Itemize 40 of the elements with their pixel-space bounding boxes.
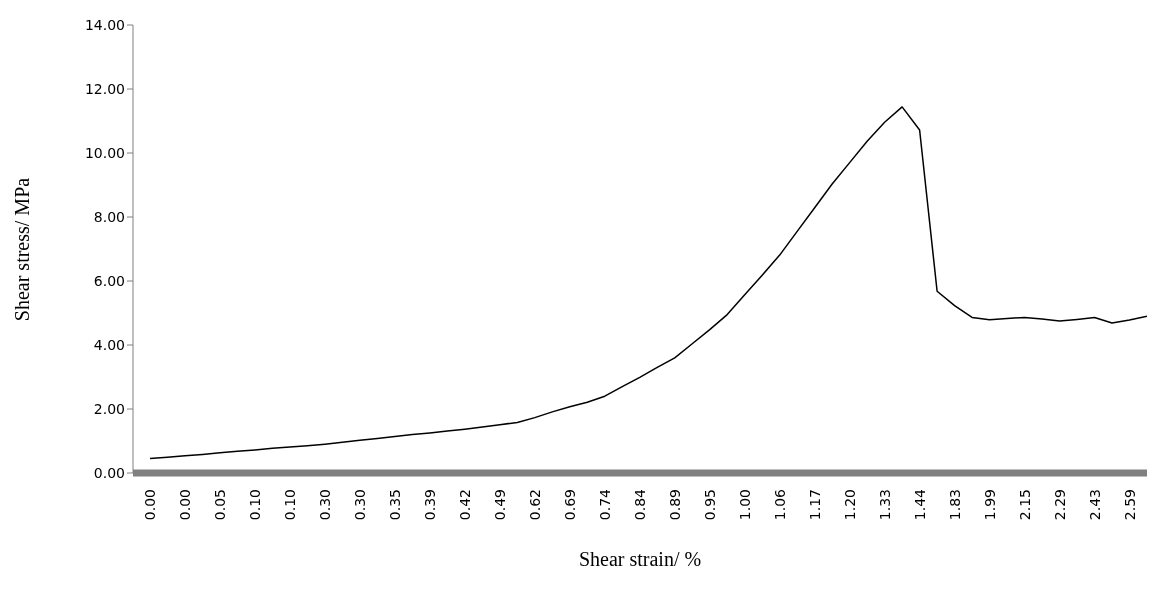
x-tick-label: 0.69 [561,489,578,521]
x-tick-label: 1.17 [806,489,823,521]
y-tick-label: 2.00 [93,400,125,417]
y-tick-label: 8.00 [93,208,125,225]
x-tick-label: 0.00 [142,489,158,521]
x-tick-label: 2.29 [1051,489,1068,521]
x-tick-label: 0.42 [456,489,473,521]
x-axis-title: Shear strain/ % [577,548,703,571]
x-tick-label: 0.74 [596,488,613,521]
y-tick-label: 6.00 [93,272,125,289]
x-tick-label: 0.05 [211,489,228,521]
x-tick-label: 0.95 [701,489,718,521]
y-axis-title: Shear stress/ MPa [11,177,35,321]
x-tick-label: 0.10 [246,489,263,521]
y-tick-label: 14.00 [84,16,125,33]
x-tick-label: 1.06 [771,488,788,521]
x-tick-label: 0.49 [491,489,508,521]
x-tick-label: 1.44 [911,488,928,521]
x-tick-label: 0.30 [351,489,368,521]
x-tick-label: 0.62 [526,489,543,521]
y-tick-label: 0.00 [93,464,125,481]
y-tick-label: 12.00 [84,80,125,97]
x-tick-label: 0.39 [421,489,438,521]
x-tick-label: 1.00 [736,489,753,521]
x-tick-label: 1.33 [876,489,893,521]
line-series [149,106,1147,460]
x-tick-label: 0.10 [281,489,298,521]
x-tick-label: 2.15 [1016,489,1033,521]
x-tick-label: 1.99 [981,489,998,521]
x-tick-label: 2.43 [1086,489,1103,521]
y-tick-label: 10.00 [84,144,125,161]
x-tick-label: 1.83 [946,489,963,521]
x-tick-label: 0.30 [316,489,333,521]
x-tick-label: 0.35 [386,489,403,521]
x-tick-label: 0.89 [666,489,683,521]
x-tick-label: 2.59 [1121,489,1138,521]
x-tick-label: 0.84 [631,488,648,521]
x-tick-label: 0.00 [176,489,193,521]
y-tick-label: 4.00 [93,336,125,353]
x-tick-label: 1.20 [841,489,858,521]
